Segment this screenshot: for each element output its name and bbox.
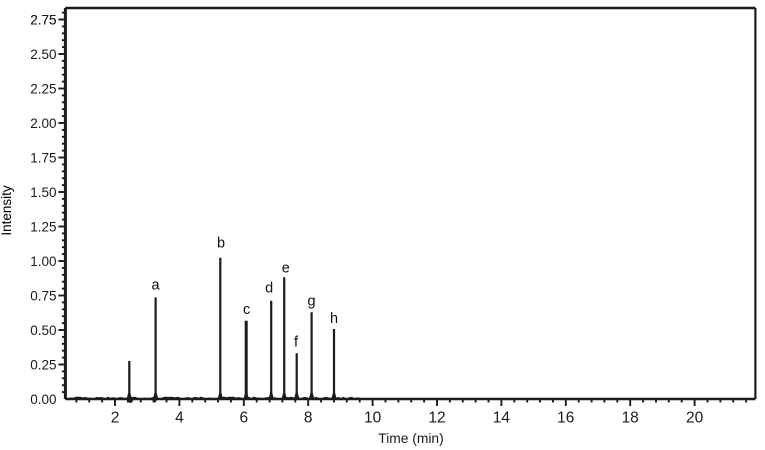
svg-text:0.25: 0.25	[30, 358, 56, 373]
svg-text:2.75: 2.75	[30, 13, 56, 28]
svg-text:8: 8	[304, 410, 313, 427]
svg-text:10: 10	[364, 410, 382, 427]
svg-text:1.25: 1.25	[30, 220, 56, 235]
svg-text:20: 20	[686, 410, 704, 427]
svg-text:h: h	[330, 311, 338, 327]
svg-text:c: c	[243, 302, 250, 318]
svg-text:2.75: 2.75	[30, 13, 56, 28]
svg-text:14: 14	[493, 410, 511, 427]
svg-text:Intensity: Intensity	[0, 185, 14, 236]
svg-text:0.50: 0.50	[30, 323, 56, 338]
svg-text:2.00: 2.00	[30, 116, 56, 131]
svg-text:a: a	[151, 277, 160, 293]
svg-text:0.00: 0.00	[30, 392, 56, 407]
svg-text:1.75: 1.75	[30, 151, 56, 166]
svg-text:1.00: 1.00	[30, 254, 56, 269]
svg-text:6: 6	[239, 410, 248, 427]
svg-text:g: g	[307, 294, 315, 310]
svg-text:2: 2	[111, 410, 120, 427]
svg-text:d: d	[265, 281, 273, 297]
svg-text:Time (min): Time (min)	[378, 431, 443, 446]
svg-text:f: f	[294, 334, 299, 350]
svg-text:18: 18	[622, 410, 639, 427]
svg-text:0.75: 0.75	[30, 289, 56, 304]
svg-text:12: 12	[428, 410, 445, 427]
svg-text:b: b	[217, 235, 225, 251]
svg-text:2.50: 2.50	[30, 47, 56, 62]
svg-text:2.25: 2.25	[30, 82, 56, 97]
svg-text:16: 16	[557, 410, 574, 427]
svg-text:4: 4	[175, 410, 184, 427]
svg-text:e: e	[282, 261, 290, 277]
svg-text:1.50: 1.50	[30, 185, 56, 200]
